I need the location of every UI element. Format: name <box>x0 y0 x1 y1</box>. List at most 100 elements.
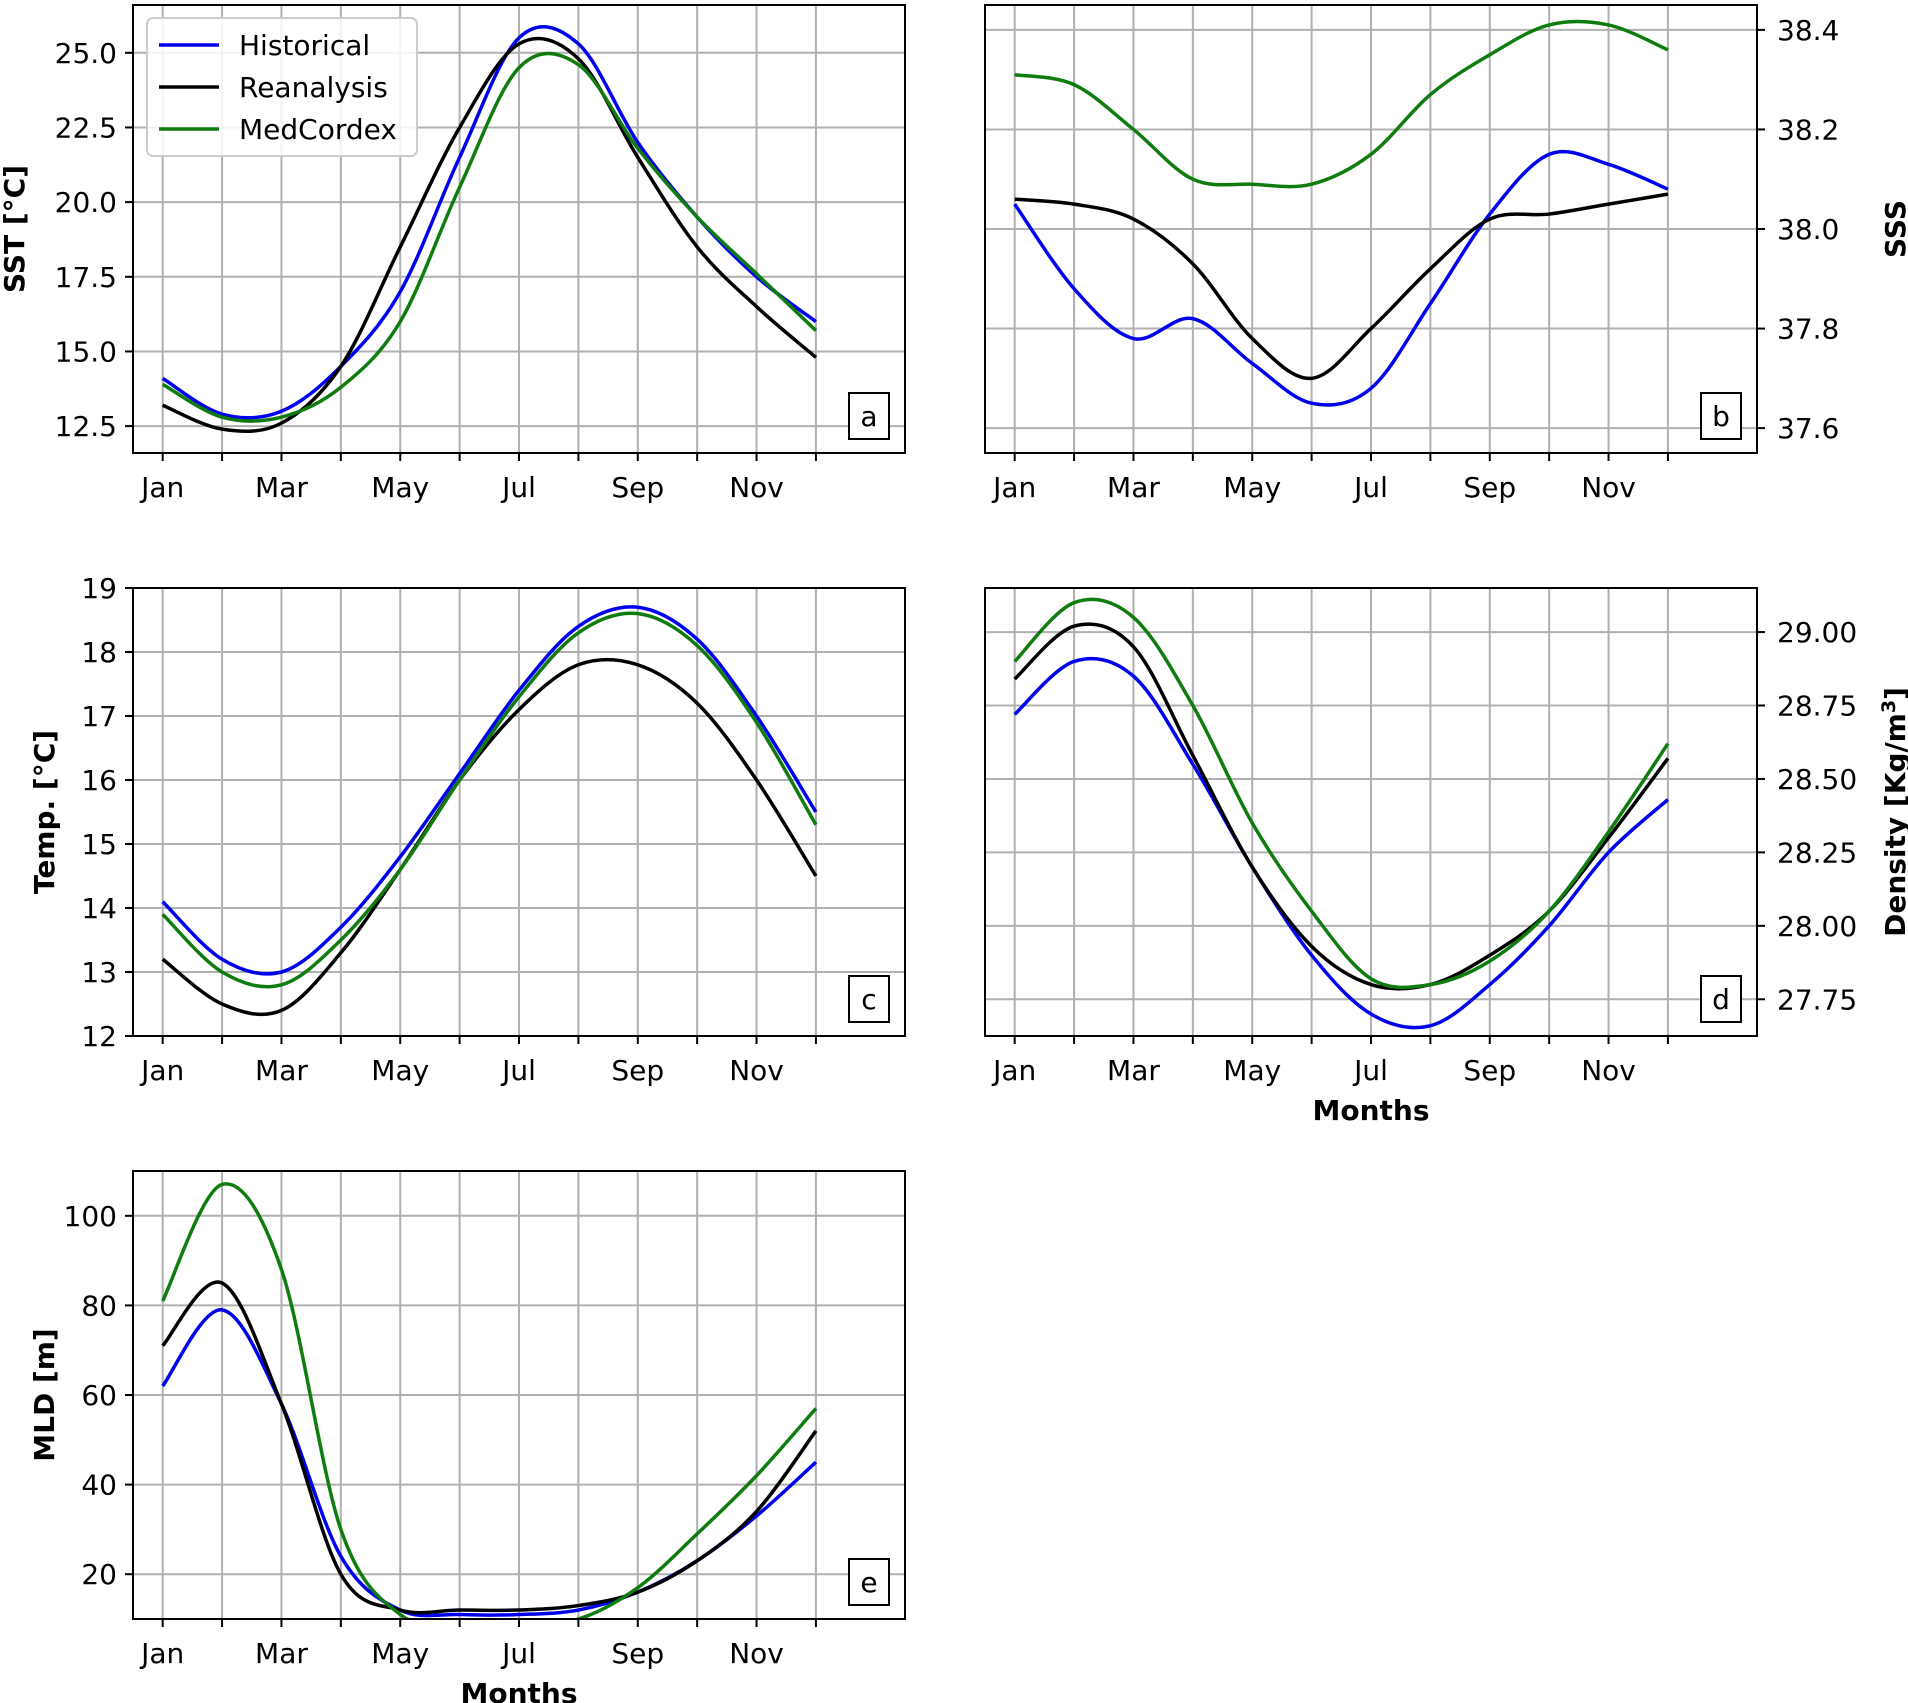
panel-d-xtick-label-mar: Mar <box>1107 1054 1160 1087</box>
panel-d-ytick-label-2: 28.25 <box>1777 836 1857 869</box>
panel-c-xtick-label-jan: Jan <box>139 1054 184 1087</box>
panel-a-letter-box <box>848 392 890 440</box>
panel-b-ytick-label-0: 37.6 <box>1777 412 1839 445</box>
panel-d-letter: d <box>1712 983 1730 1016</box>
legend-label-reanalysis: Reanalysis <box>239 71 388 104</box>
panel-c-series-historical <box>161 605 818 976</box>
panel-a-ytick-label-5: 25.0 <box>55 37 117 70</box>
panel-e-letter-box <box>848 1558 890 1606</box>
panel-a-letter: a <box>860 400 877 433</box>
panel-c-xtick-label-sep: Sep <box>611 1054 664 1087</box>
panel-e-ytick-label-4: 100 <box>64 1200 117 1233</box>
panel-d: Jan Mar May Jul Sep Nov 27.75 28.00 28.25 28.50 28… <box>984 587 1908 1127</box>
panel-e-ytick-label-3: 80 <box>81 1289 117 1322</box>
panel-a-ytick-label-3: 20.0 <box>55 186 117 219</box>
panel-d-xtick-label-jan: Jan <box>991 1054 1036 1087</box>
panel-d-xtick-label-nov: Nov <box>1581 1054 1636 1087</box>
panel-d-series-medcordex <box>1013 597 1670 990</box>
panel-b-series-historical <box>1013 149 1669 407</box>
panel-e-xtick-label-jul: Jul <box>500 1637 536 1670</box>
panel-d-ytick-label-5: 29.00 <box>1777 616 1857 649</box>
panel-a-legend: Historical Reanalysis MedCordex <box>146 17 418 157</box>
panel-d-xtick-label-sep: Sep <box>1463 1054 1516 1087</box>
panel-c-ytick-label-3: 15 <box>81 828 117 861</box>
panel-c-xtick-label-nov: Nov <box>729 1054 784 1087</box>
panel-c-ytick-label-7: 19 <box>81 572 117 605</box>
panel-a-ytick-label-4: 22.5 <box>55 111 117 144</box>
panel-b-series-medcordex <box>1014 19 1669 189</box>
panel-b-ytick-label-1: 37.8 <box>1777 313 1839 346</box>
panel-c-ytick-label-0: 12 <box>81 1020 117 1053</box>
panel-b: Jan Mar May Jul Sep Nov 37.6 37.8 38.0 38.2 38.4 SS… <box>984 4 1908 504</box>
panel-e-xtick-label-jan: Jan <box>139 1637 184 1670</box>
panel-e-series-historical <box>161 1308 818 1618</box>
panel-a-ytick-label-1: 15.0 <box>55 335 117 368</box>
panel-d-letter-box <box>1700 975 1742 1023</box>
panel-b-ytick-label-2: 38.0 <box>1777 213 1839 246</box>
panel-a-series-medcordex <box>161 51 818 423</box>
panel-a-xtick-label-may: May <box>371 471 429 504</box>
panel-a-xtick-label-nov: Nov <box>729 471 784 504</box>
legend-label-medcordex: MedCordex <box>239 113 397 146</box>
panel-c-series-medcordex <box>161 611 818 989</box>
panel-d-series-reanalysis <box>1013 622 1670 991</box>
panel-a-xtick-label-jul: Jul <box>500 471 536 504</box>
panel-e-xtick-label-sep: Sep <box>611 1637 664 1670</box>
panel-b-xtick-label-jul: Jul <box>1352 471 1388 504</box>
panel-a-ytick-label-2: 17.5 <box>55 261 117 294</box>
panel-e-letter: e <box>860 1566 877 1599</box>
panel-b-xtick-label-jan: Jan <box>991 471 1036 504</box>
panel-b-ytick-label-3: 38.2 <box>1777 113 1839 146</box>
panel-e-ylabel: MLD [m] <box>28 1328 61 1461</box>
panel-a-xtick-label-mar: Mar <box>255 471 308 504</box>
panel-b-xtick-label-may: May <box>1223 471 1281 504</box>
panel-e-ytick-label-1: 40 <box>81 1469 117 1502</box>
panel-c: Jan Mar May Jul Sep Nov 12 13 14 15 16 17 18 19 Temp. … <box>28 572 906 1087</box>
panel-b-xtick-label-nov: Nov <box>1581 471 1636 504</box>
panel-c-xtick-label-mar: Mar <box>255 1054 308 1087</box>
panel-b-xtick-label-mar: Mar <box>1107 471 1160 504</box>
panel-d-xlabel: Months <box>1312 1094 1429 1127</box>
panel-a-ylabel: SST [°C] <box>0 165 31 293</box>
panel-b-ylabel: SSS <box>1879 200 1908 258</box>
panel-c-xtick-label-may: May <box>371 1054 429 1087</box>
legend-label-historical: Historical <box>239 29 370 62</box>
panel-d-ytick-label-3: 28.50 <box>1777 763 1857 796</box>
panel-e-series-medcordex <box>161 1182 818 1619</box>
panel-a: Jan Mar May Jul Sep Nov 12.5 15.0 17.5 20.0 22.5 25… <box>0 4 906 504</box>
panel-c-xtick-label-jul: Jul <box>500 1054 536 1087</box>
panel-d-ytick-label-1: 28.00 <box>1777 910 1857 943</box>
panel-c-ytick-label-1: 13 <box>81 956 117 989</box>
panel-b-xtick-label-sep: Sep <box>1463 471 1516 504</box>
panel-c-letter: c <box>861 983 876 1016</box>
panel-e-series-reanalysis <box>161 1280 818 1615</box>
panel-c-ytick-label-6: 18 <box>81 636 117 669</box>
panel-b-letter: b <box>1712 400 1730 433</box>
panel-c-ytick-label-5: 17 <box>81 700 117 733</box>
panel-b-series-reanalysis <box>1014 192 1669 381</box>
panel-d-ytick-label-4: 28.75 <box>1777 690 1857 723</box>
panel-d-xtick-label-may: May <box>1223 1054 1281 1087</box>
panel-a-ytick-label-0: 12.5 <box>55 410 117 443</box>
panel-c-ylabel: Temp. [°C] <box>28 730 61 894</box>
panel-a-xtick-label-sep: Sep <box>611 471 664 504</box>
panel-d-ytick-label-0: 27.75 <box>1777 983 1857 1016</box>
panel-e-xtick-label-nov: Nov <box>729 1637 784 1670</box>
panel-e: Jan Mar May Jul Sep Nov 20 40 60 80 100 MLD [m] Mont… <box>28 1170 906 1703</box>
panel-b-ytick-label-4: 38.4 <box>1777 14 1839 47</box>
panel-c-series-reanalysis <box>161 657 818 1017</box>
panel-c-ytick-label-4: 16 <box>81 764 117 797</box>
panel-e-xtick-label-mar: Mar <box>255 1637 308 1670</box>
panel-d-ylabel: Density [Kg/m3] <box>1878 687 1908 937</box>
panel-d-series-historical <box>1013 656 1670 1030</box>
panel-e-ytick-label-0: 20 <box>81 1558 117 1591</box>
panel-e-ytick-label-2: 60 <box>81 1379 117 1412</box>
panel-e-xtick-label-may: May <box>371 1637 429 1670</box>
panel-c-letter-box <box>848 975 890 1023</box>
panel-b-letter-box <box>1700 392 1742 440</box>
panel-e-xlabel: Months <box>460 1677 577 1703</box>
legend-frame <box>146 17 418 157</box>
panel-a-xtick-label-jan: Jan <box>139 471 184 504</box>
panel-a-series-reanalysis <box>162 36 818 434</box>
